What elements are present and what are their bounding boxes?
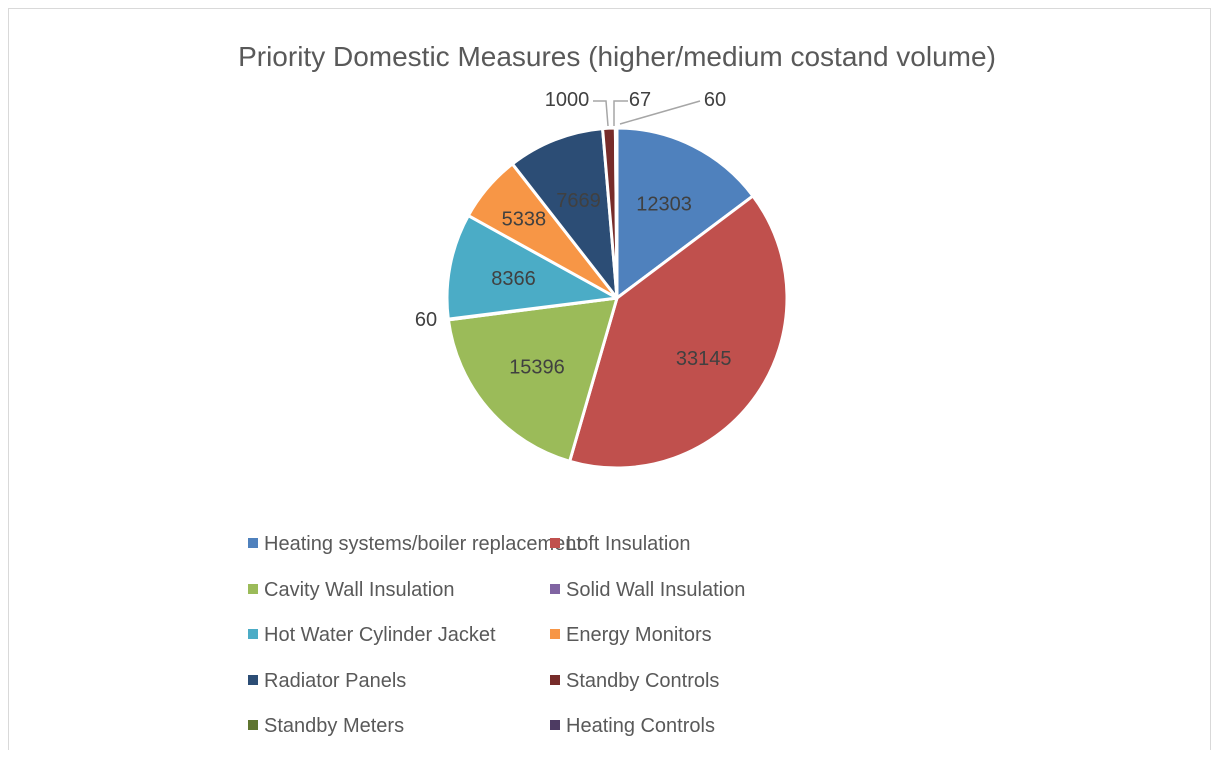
legend-swatch bbox=[550, 584, 560, 594]
data-label-standby-meters: 67 bbox=[629, 89, 651, 111]
legend-item-solid-wall-insulation: Solid Wall Insulation bbox=[550, 579, 745, 601]
legend-swatch bbox=[248, 629, 258, 639]
slice-radiator-panels bbox=[510, 127, 619, 300]
data-labels: 12303 33145 15396 60 8366 5338 7669 1000 67 60 bbox=[415, 89, 732, 379]
data-label-hot-water-cylinder-jacket: 8366 bbox=[491, 268, 536, 290]
legend-label: Radiator Panels bbox=[264, 670, 406, 692]
legend-item-hot-water-cylinder-jacket: Hot Water Cylinder Jacket bbox=[248, 624, 496, 646]
data-label-loft-insulation: 33145 bbox=[676, 348, 732, 370]
legend-swatch bbox=[550, 538, 560, 548]
legend-item-cavity-wall-insulation: Cavity Wall Insulation bbox=[248, 579, 454, 601]
legend-label: Solid Wall Insulation bbox=[566, 579, 745, 601]
data-label-heating-systems-boiler-replacement: 12303 bbox=[636, 194, 692, 216]
legend-label: Standby Meters bbox=[264, 715, 404, 737]
data-label-solid-wall-insulation: 60 bbox=[415, 309, 437, 331]
data-label-heating-controls: 60 bbox=[704, 89, 726, 111]
legend-item-loft-insulation: Loft Insulation bbox=[550, 533, 691, 555]
data-label-standby-controls: 1000 bbox=[545, 89, 590, 111]
legend-label: Energy Monitors bbox=[566, 624, 712, 646]
legend-label: Heating Controls bbox=[566, 715, 715, 737]
slice-hot-water-cylinder-jacket bbox=[445, 214, 619, 321]
legend-item-standby-meters: Standby Meters bbox=[248, 715, 404, 737]
legend-swatch bbox=[550, 675, 560, 685]
legend-item-heating-systems-boiler-replacement: Heating systems/boiler replacement bbox=[248, 533, 582, 555]
leader-lines bbox=[593, 100, 701, 127]
chart-frame bbox=[8, 8, 1211, 750]
legend-item-radiator-panels: Radiator Panels bbox=[248, 670, 406, 692]
legend-label: Cavity Wall Insulation bbox=[264, 579, 454, 601]
data-label-cavity-wall-insulation: 15396 bbox=[509, 357, 565, 379]
slice-heating-controls bbox=[614, 126, 619, 300]
legend-swatch bbox=[248, 538, 258, 548]
legend-swatch bbox=[248, 584, 258, 594]
slice-heating-systems-boiler-replacement bbox=[615, 126, 755, 300]
legend-label: Heating systems/boiler replacement bbox=[264, 533, 582, 555]
data-label-energy-monitors: 5338 bbox=[502, 209, 547, 231]
slice-cavity-wall-insulation bbox=[446, 296, 619, 463]
legend-label: Hot Water Cylinder Jacket bbox=[264, 624, 496, 646]
legend-item-standby-controls: Standby Controls bbox=[550, 670, 719, 692]
legend-swatch bbox=[550, 720, 560, 730]
leader-line-standby-controls bbox=[593, 100, 609, 127]
leader-line-heating-controls bbox=[619, 100, 701, 125]
legend-swatch bbox=[248, 720, 258, 730]
legend-label: Standby Controls bbox=[566, 670, 719, 692]
pie-slices bbox=[445, 126, 789, 470]
legend-label: Loft Insulation bbox=[566, 533, 691, 555]
leader-line-standby-meters bbox=[613, 100, 628, 126]
legend-swatch bbox=[550, 629, 560, 639]
legend-swatch bbox=[248, 675, 258, 685]
legend-item-heating-controls: Heating Controls bbox=[550, 715, 715, 737]
data-label-radiator-panels: 7669 bbox=[556, 190, 601, 212]
chart-title: Priority Domestic Measures (higher/mediu… bbox=[238, 41, 996, 72]
legend-item-energy-monitors: Energy Monitors bbox=[550, 624, 712, 646]
slice-loft-insulation bbox=[568, 194, 789, 470]
